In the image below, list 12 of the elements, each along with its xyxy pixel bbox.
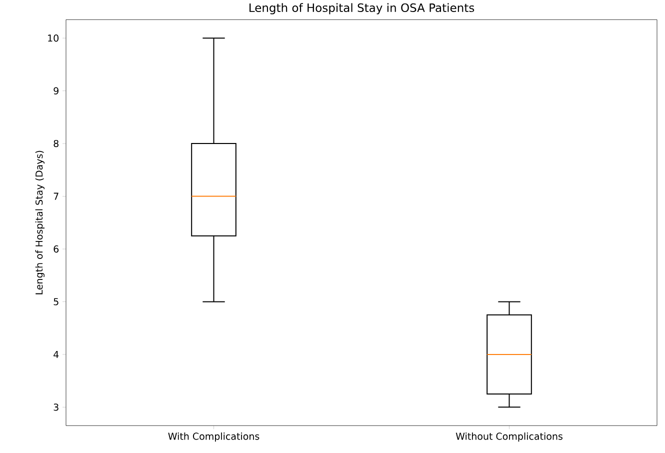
y-axis-title: Length of Hospital Stay (Days) xyxy=(35,151,45,294)
x-tick-label: Without Complications xyxy=(456,432,562,442)
y-tick-label: 8 xyxy=(54,140,58,148)
y-tick-label: 4 xyxy=(54,351,59,358)
x-tick-label: With Complications xyxy=(168,432,260,442)
y-tick-label: 5 xyxy=(54,298,58,306)
y-tick-label: 10 xyxy=(48,34,58,42)
chart-title: Length of Hospital Stay in OSA Patients xyxy=(250,3,474,14)
y-tick-label: 9 xyxy=(54,87,58,95)
y-tick-label: 7 xyxy=(54,192,58,200)
y-tick-label: 6 xyxy=(54,246,59,253)
y-tick-label: 3 xyxy=(54,404,58,411)
